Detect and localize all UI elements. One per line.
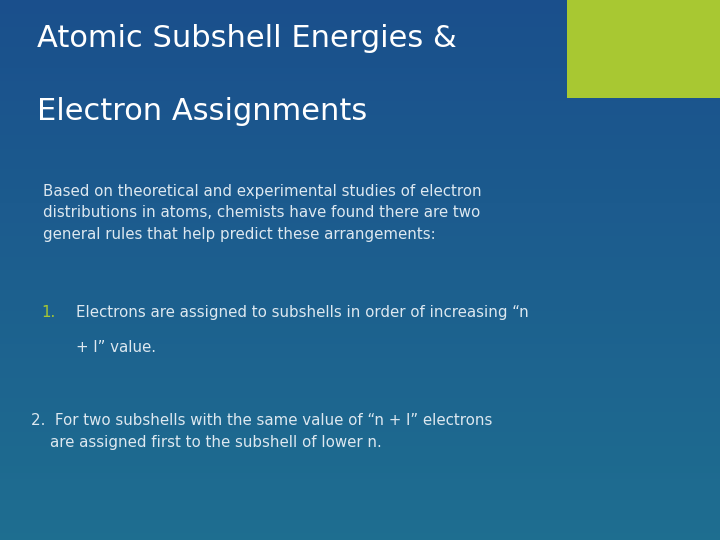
Bar: [0, 40, 720, 47]
Bar: [0, 426, 720, 432]
Bar: [0, 284, 720, 291]
Bar: [0, 291, 720, 297]
Bar: [0, 378, 720, 384]
Bar: [0, 183, 720, 189]
Bar: [567, 0, 720, 98]
Bar: [0, 486, 720, 492]
Bar: [0, 222, 720, 230]
Bar: [0, 534, 720, 540]
Bar: [0, 324, 720, 330]
Bar: [0, 195, 720, 202]
Bar: [0, 263, 720, 270]
Bar: [0, 372, 720, 378]
Bar: [0, 249, 720, 256]
Bar: [0, 94, 720, 102]
Bar: [0, 310, 720, 317]
Bar: [0, 162, 720, 168]
Bar: [0, 465, 720, 472]
Bar: [0, 452, 720, 459]
Text: Based on theoretical and experimental studies of electron
distributions in atoms: Based on theoretical and experimental st…: [43, 184, 482, 242]
Bar: [0, 472, 720, 480]
Bar: [0, 364, 720, 372]
Bar: [0, 54, 720, 60]
Bar: [0, 276, 720, 284]
Bar: [0, 438, 720, 445]
Bar: [0, 87, 720, 94]
Text: 2.  For two subshells with the same value of “n + l” electrons
    are assigned : 2. For two subshells with the same value…: [31, 413, 492, 450]
Text: + l” value.: + l” value.: [76, 340, 156, 355]
Bar: [0, 384, 720, 391]
Bar: [0, 526, 720, 534]
Bar: [0, 189, 720, 195]
Bar: [0, 176, 720, 183]
Bar: [0, 392, 720, 399]
Bar: [0, 20, 720, 27]
Bar: [0, 14, 720, 20]
Bar: [0, 115, 720, 122]
Bar: [0, 135, 720, 141]
Bar: [0, 513, 720, 519]
Text: 1.: 1.: [42, 305, 56, 320]
Bar: [0, 0, 720, 6]
Bar: [0, 459, 720, 465]
Bar: [0, 108, 720, 115]
Bar: [0, 345, 720, 351]
Bar: [0, 209, 720, 216]
Bar: [0, 446, 720, 453]
Bar: [0, 519, 720, 526]
Bar: [0, 493, 720, 500]
Bar: [0, 480, 720, 486]
Bar: [0, 507, 720, 513]
Bar: [0, 243, 720, 249]
Bar: [0, 27, 720, 33]
Text: Electrons are assigned to subshells in order of increasing “n: Electrons are assigned to subshells in o…: [76, 305, 528, 320]
Bar: [0, 102, 720, 108]
Bar: [0, 68, 720, 74]
Bar: [0, 270, 720, 276]
Bar: [0, 237, 720, 243]
Bar: [0, 74, 720, 81]
Text: Electron Assignments: Electron Assignments: [37, 97, 368, 126]
Bar: [0, 303, 720, 310]
Bar: [0, 168, 720, 176]
Bar: [0, 216, 720, 222]
Text: Atomic Subshell Energies &: Atomic Subshell Energies &: [37, 24, 457, 53]
Bar: [0, 330, 720, 338]
Bar: [0, 47, 720, 54]
Bar: [0, 500, 720, 507]
Bar: [0, 358, 720, 365]
Bar: [0, 156, 720, 162]
Bar: [0, 6, 720, 14]
Bar: [0, 141, 720, 149]
Bar: [0, 317, 720, 324]
Bar: [0, 432, 720, 438]
Bar: [0, 230, 720, 237]
Bar: [0, 148, 720, 156]
Bar: [0, 297, 720, 303]
Bar: [0, 122, 720, 128]
Bar: [0, 33, 720, 40]
Bar: [0, 411, 720, 418]
Bar: [0, 128, 720, 135]
Bar: [0, 256, 720, 263]
Bar: [0, 338, 720, 345]
Bar: [0, 351, 720, 357]
Bar: [0, 81, 720, 87]
Bar: [0, 202, 720, 209]
Bar: [0, 399, 720, 405]
Bar: [0, 405, 720, 411]
Bar: [0, 60, 720, 68]
Bar: [0, 418, 720, 426]
